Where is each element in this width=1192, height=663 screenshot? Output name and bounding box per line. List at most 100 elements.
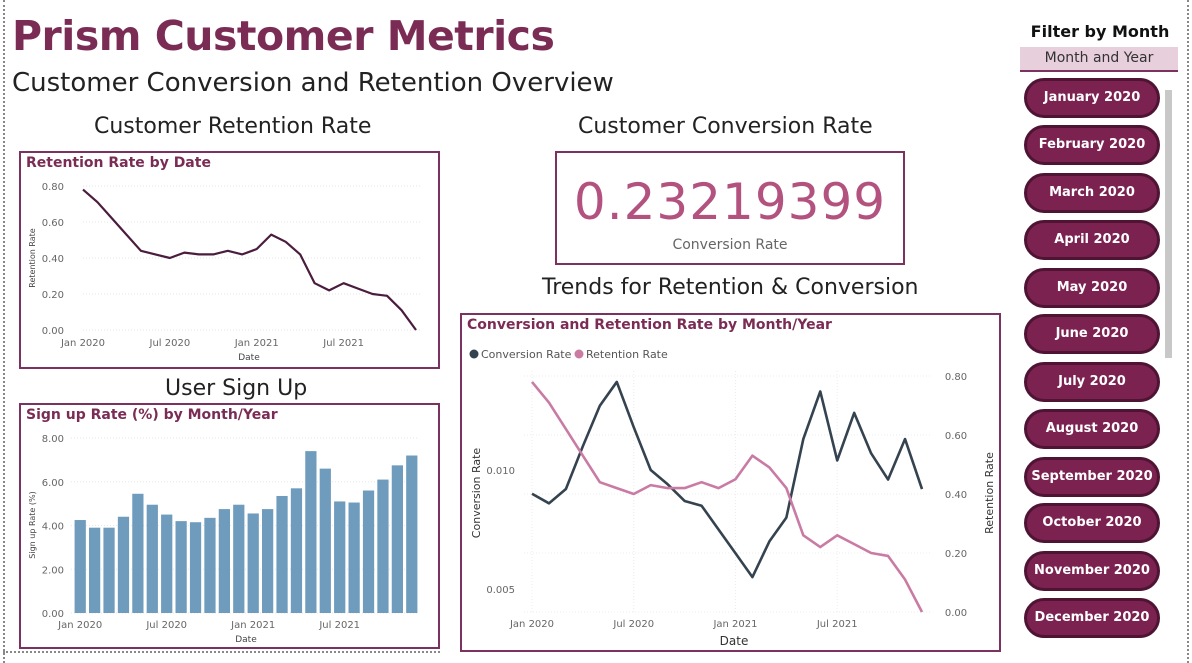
month-button[interactable]: May 2020 xyxy=(1024,268,1160,308)
conversion-series-line xyxy=(531,380,924,579)
x-tick-label: Jan 2021 xyxy=(234,338,279,349)
x-tick-label: Jan 2020 xyxy=(60,338,105,349)
signup-bar xyxy=(406,455,418,613)
retention-chart-title: Retention Rate by Date xyxy=(26,155,211,171)
signup-bar xyxy=(262,509,274,613)
x-axis-label: Date xyxy=(238,353,260,363)
page-subtitle: Customer Conversion and Retention Overvi… xyxy=(12,68,614,98)
month-button[interactable]: June 2020 xyxy=(1024,314,1160,354)
month-button[interactable]: August 2020 xyxy=(1024,409,1160,449)
retention-section-title: Customer Retention Rate xyxy=(94,114,372,139)
month-button[interactable]: September 2020 xyxy=(1024,457,1160,497)
signup-bar xyxy=(319,468,331,613)
canvas-border-bottom xyxy=(3,651,440,653)
y2-tick-label: 0.40 xyxy=(945,490,967,501)
y-tick-label: 6.00 xyxy=(42,478,64,489)
legend-label-conversion: Conversion Rate xyxy=(481,348,572,361)
legend-marker-retention xyxy=(574,349,584,359)
signup-bar xyxy=(290,488,303,613)
y-axis-label: Sign up Rate (%) xyxy=(28,491,37,558)
signup-bar xyxy=(89,527,101,613)
y2-tick-label: 0.60 xyxy=(945,431,967,442)
month-button[interactable]: November 2020 xyxy=(1024,551,1160,591)
y-tick-label: 0.60 xyxy=(42,218,64,229)
y-tick-label: 0.005 xyxy=(486,585,515,596)
month-button[interactable]: March 2020 xyxy=(1024,173,1160,213)
y2-tick-label: 0.00 xyxy=(945,608,967,619)
y2-tick-label: 0.20 xyxy=(945,549,967,560)
slicer-field-header[interactable]: Month and Year xyxy=(1020,47,1178,72)
trends-chart-panel[interactable]: Conversion and Retention Rate by Month/Y… xyxy=(460,313,1001,652)
x-tick-label: Jan 2020 xyxy=(57,620,102,631)
signup-bar xyxy=(247,513,259,613)
x-axis-label: Date xyxy=(720,634,749,648)
month-button[interactable]: April 2020 xyxy=(1024,220,1160,260)
legend-marker-conversion xyxy=(469,349,479,359)
signup-bar xyxy=(276,495,288,613)
y2-tick-label: 0.80 xyxy=(945,372,967,383)
x-axis-label: Date xyxy=(235,635,257,645)
conversion-kpi-card[interactable]: 0.23219399 Conversion Rate xyxy=(555,151,905,265)
x-tick-label: Jul 2021 xyxy=(816,619,858,630)
signup-section-title: User Sign Up xyxy=(165,376,308,401)
month-button[interactable]: February 2020 xyxy=(1024,125,1160,165)
y-tick-label: 0.80 xyxy=(42,182,64,193)
y-tick-label: 4.00 xyxy=(42,522,64,533)
trends-chart-title: Conversion and Retention Rate by Month/Y… xyxy=(467,317,832,333)
x-tick-label: Jul 2020 xyxy=(145,620,187,631)
y-tick-label: 2.00 xyxy=(42,565,64,576)
y-tick-label: 0.00 xyxy=(42,326,64,337)
month-button[interactable]: October 2020 xyxy=(1024,503,1160,543)
slicer-title: Filter by Month xyxy=(1030,22,1170,41)
page-title: Prism Customer Metrics xyxy=(12,12,555,60)
signup-chart-title: Sign up Rate (%) by Month/Year xyxy=(26,407,278,423)
y2-axis-label: Retention Rate xyxy=(983,452,996,534)
signup-bar xyxy=(218,509,230,613)
y-tick-label: 0.40 xyxy=(42,254,64,265)
retention-chart-svg: 0.00 0.20 0.40 0.60 0.80 Jan 2020 Jul 2020 Jan … xyxy=(28,182,422,363)
retention-series-line xyxy=(82,188,417,331)
canvas-border-right xyxy=(1187,0,1189,663)
signup-bar xyxy=(74,520,86,613)
legend-label-retention: Retention Rate xyxy=(586,348,668,361)
retention-series-line xyxy=(530,381,924,613)
x-tick-label: Jan 2020 xyxy=(509,619,554,630)
x-tick-label: Jan 2021 xyxy=(712,619,757,630)
signup-bar xyxy=(103,527,115,613)
month-button[interactable]: January 2020 xyxy=(1024,78,1160,118)
canvas-border-left xyxy=(3,0,5,663)
x-tick-label: Jul 2021 xyxy=(318,620,360,631)
signup-bar xyxy=(175,521,187,613)
month-button[interactable]: December 2020 xyxy=(1024,598,1160,638)
kpi-label: Conversion Rate xyxy=(672,237,788,253)
signup-bar xyxy=(146,504,158,613)
slicer-scrollbar[interactable] xyxy=(1165,90,1172,358)
signup-chart-panel[interactable]: Sign up Rate (%) by Month/Year 0.00 2.00 4… xyxy=(19,403,440,649)
kpi-value: 0.23219399 xyxy=(573,173,887,231)
signup-bar xyxy=(334,501,346,613)
signup-bar xyxy=(204,517,216,613)
signup-bar xyxy=(189,522,202,613)
y-axis-label: Retention Rate xyxy=(28,228,37,288)
x-tick-label: Jul 2020 xyxy=(612,619,654,630)
signup-bar xyxy=(305,451,317,613)
y-tick-label: 8.00 xyxy=(42,434,64,445)
signup-bar xyxy=(161,514,173,613)
trends-section-title: Trends for Retention & Conversion xyxy=(542,275,919,300)
signup-bar xyxy=(391,465,403,613)
retention-chart-panel[interactable]: Retention Rate by Date 0.00 0.20 0.40 0.60 0… xyxy=(19,151,440,369)
x-tick-label: Jul 2020 xyxy=(149,338,191,349)
y-tick-label: 0.20 xyxy=(42,290,64,301)
y-tick-label: 0.010 xyxy=(486,466,515,477)
x-tick-label: Jul 2021 xyxy=(322,338,364,349)
signup-bar xyxy=(117,516,130,613)
signup-bar xyxy=(362,490,375,613)
month-button[interactable]: July 2020 xyxy=(1024,362,1160,402)
signup-chart-svg: 0.00 2.00 4.00 6.00 8.00 Jan 2020 Jul 2020 Jan … xyxy=(28,434,419,645)
signup-bar xyxy=(348,502,360,613)
signup-bar xyxy=(132,493,144,613)
y-axis-label: Conversion Rate xyxy=(470,448,483,539)
signup-bar xyxy=(233,504,245,613)
x-tick-label: Jan 2021 xyxy=(230,620,275,631)
signup-bar xyxy=(377,479,389,613)
